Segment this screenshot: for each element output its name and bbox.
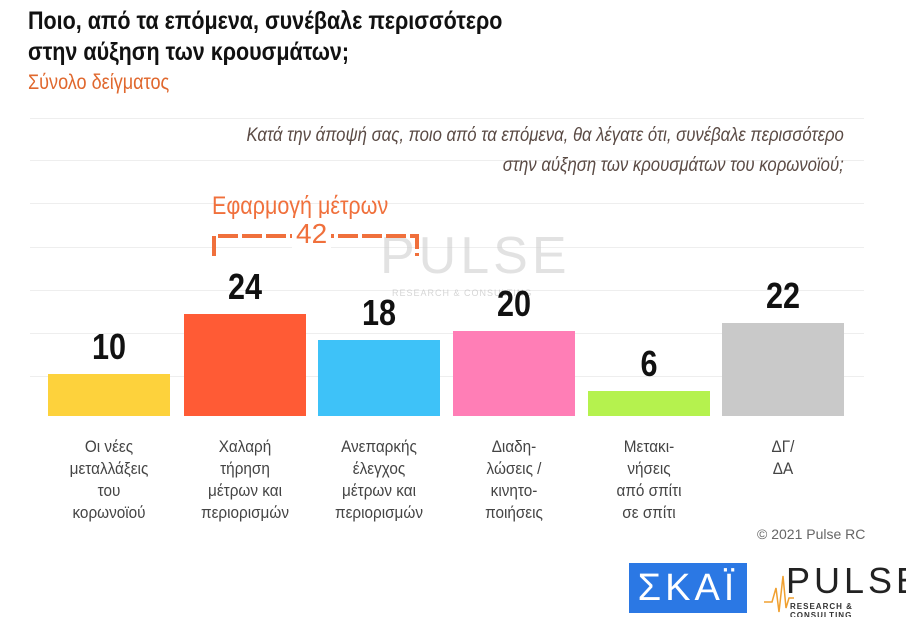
annotation-label: Εφαρμογή μέτρων [212,192,389,220]
category-label: ΔΓ/ΔΑ [771,437,795,478]
data-label: 24 [227,266,263,307]
category-label: Ανεπαρκής έλεγχος μέτρων και περιορισμών [335,437,423,522]
pulse-wave-icon [764,575,794,613]
category-label: Οι νέες μεταλλάξεις του κορωνοϊού [69,437,149,522]
survey-question: Κατά την άποψή σας, ποιο από τα επόμενα,… [247,121,844,181]
data-label: 6 [640,342,658,384]
category-label: Χαλαρή τήρηση μέτρων και περιορισμών [201,437,289,522]
bar [453,331,575,416]
annotation-value: 42 [292,218,332,250]
category-label: Διαδη-λώσεις / κινητο-ποιήσεις [485,437,543,522]
gridline [30,160,864,161]
data-label: 18 [361,291,397,333]
bar [48,373,170,416]
watermark-sub: RESEARCH & CONSULTING [392,288,533,298]
bar [722,322,844,416]
copyright: © 2021 Pulse RC [757,526,866,542]
pulse-logo: PULSE RESEARCH & CONSULTING [764,560,906,617]
question-line-1: Κατά την άποψή σας, ποιο από τα επόμενα,… [246,125,844,146]
gridline [30,203,864,204]
gridline [30,376,864,377]
bar [318,339,440,416]
gridline [30,118,864,119]
data-label: 22 [765,274,801,316]
gridline [30,333,864,334]
category-label: Μετακι-νήσεις από σπίτι σε σπίτι [616,437,682,522]
gridline [30,247,864,248]
gridline [30,290,864,291]
chart-title: Ποιο, από τα επόμενα, συνέβαλε περισσότε… [28,7,503,66]
data-label: 20 [496,283,532,324]
bar [184,314,306,416]
question-line-2: στην αύξηση των κρουσμάτων του κορωνοϊού… [502,155,844,176]
skai-logo: ΣΚΑΪ [629,563,747,613]
chart-subtitle: Σύνολο δείγματος [28,71,170,94]
bar [588,390,710,416]
data-label: 10 [91,325,127,367]
